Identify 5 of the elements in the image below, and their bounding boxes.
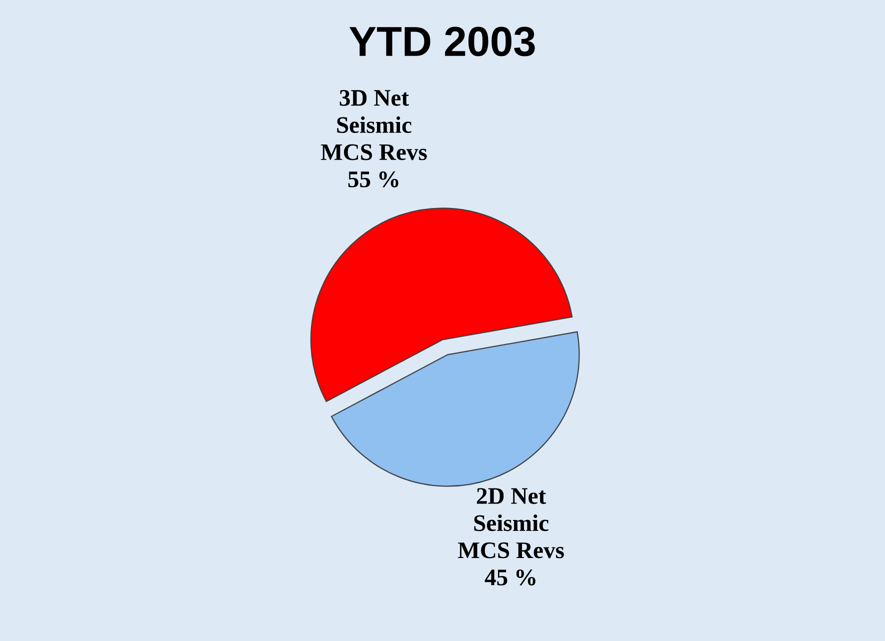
data-label: 45 % xyxy=(484,569,536,586)
slice-label: 3D Net Seismic MCS Revs xyxy=(320,90,427,160)
chart-title: YTD 2003 xyxy=(349,26,535,56)
slice-label: 2D Net Seismic MCS Revs xyxy=(458,488,564,558)
data-label: 55 % xyxy=(348,171,398,188)
